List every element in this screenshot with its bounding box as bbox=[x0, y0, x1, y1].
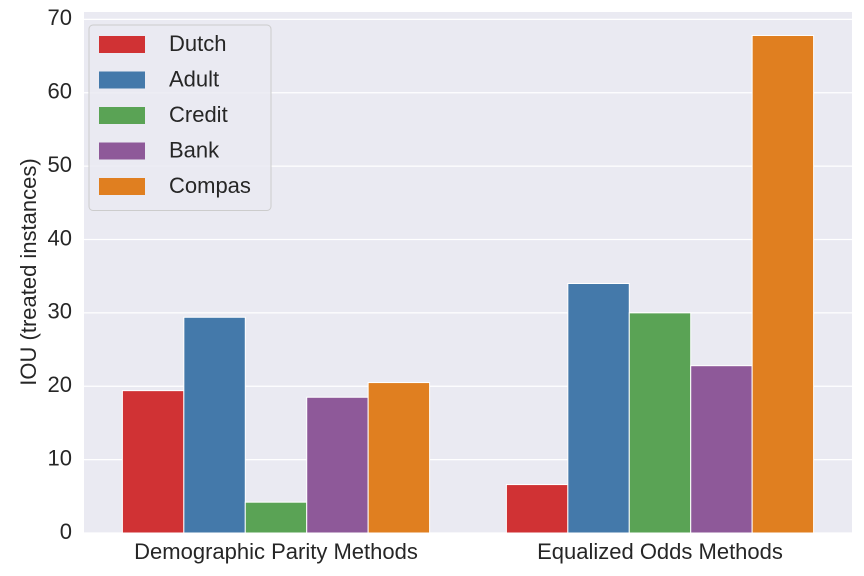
y-tick-labels: 0 10 20 30 40 50 60 70 bbox=[48, 5, 72, 544]
legend-swatch-adult bbox=[99, 71, 145, 89]
y-tick-label: 30 bbox=[48, 299, 72, 324]
x-tick-label: Demographic Parity Methods bbox=[134, 539, 418, 564]
y-tick-label: 40 bbox=[48, 225, 72, 250]
bar-bank bbox=[690, 365, 753, 534]
bar-compas bbox=[367, 382, 431, 534]
legend-label: Bank bbox=[169, 137, 220, 162]
bar-adult bbox=[183, 316, 246, 534]
y-tick-label: 60 bbox=[48, 79, 72, 104]
legend-swatch-dutch bbox=[99, 36, 145, 53]
bar-compas bbox=[751, 34, 815, 534]
bar-adult bbox=[567, 283, 630, 534]
y-axis-label: IOU (treated instances) bbox=[16, 158, 41, 385]
legend-swatch-credit bbox=[99, 107, 145, 124]
bar-dutch bbox=[121, 390, 185, 534]
bar-bank bbox=[306, 396, 369, 534]
bar-dutch bbox=[505, 484, 569, 534]
x-tick-label: Equalized Odds Methods bbox=[537, 539, 783, 564]
legend-box bbox=[88, 24, 272, 211]
y-tick-label: 0 bbox=[60, 519, 72, 544]
legend-label: Compas bbox=[169, 173, 251, 198]
legend-label: Adult bbox=[169, 66, 219, 91]
bar-credit bbox=[244, 501, 308, 534]
y-tick-label: 50 bbox=[48, 152, 72, 177]
legend-label: Credit bbox=[169, 102, 228, 127]
legend-swatch-bank bbox=[99, 142, 145, 160]
bar-credit bbox=[628, 312, 692, 534]
y-tick-label: 10 bbox=[48, 445, 72, 470]
legend-label: Dutch bbox=[169, 31, 226, 56]
y-tick-label: 20 bbox=[48, 372, 72, 397]
bars bbox=[121, 34, 815, 534]
x-tick-labels: Demographic Parity Methods Equalized Odds… bbox=[134, 539, 783, 564]
legend-swatch-compas bbox=[99, 178, 145, 195]
y-tick-label: 70 bbox=[48, 5, 72, 30]
legend: Dutch Adult Credit Bank Compas bbox=[88, 24, 272, 211]
